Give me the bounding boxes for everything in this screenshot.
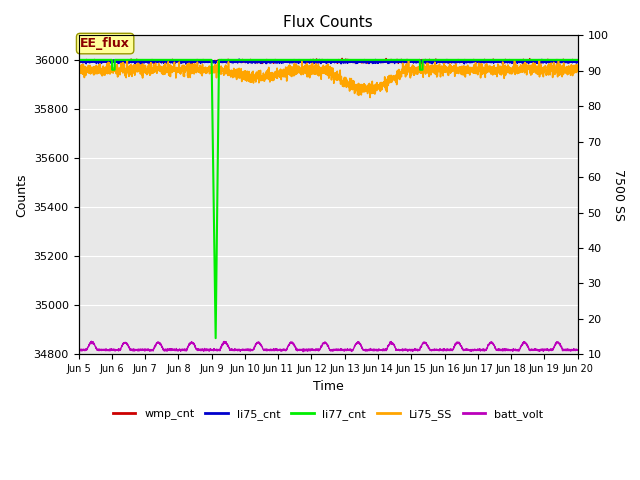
Legend: wmp_cnt, li75_cnt, li77_cnt, Li75_SS, batt_volt: wmp_cnt, li75_cnt, li77_cnt, Li75_SS, ba… bbox=[109, 405, 548, 424]
Y-axis label: 7500 SS: 7500 SS bbox=[612, 169, 625, 221]
Text: EE_flux: EE_flux bbox=[80, 37, 130, 50]
Title: Flux Counts: Flux Counts bbox=[283, 15, 373, 30]
Y-axis label: Counts: Counts bbox=[15, 173, 28, 216]
X-axis label: Time: Time bbox=[313, 380, 344, 393]
